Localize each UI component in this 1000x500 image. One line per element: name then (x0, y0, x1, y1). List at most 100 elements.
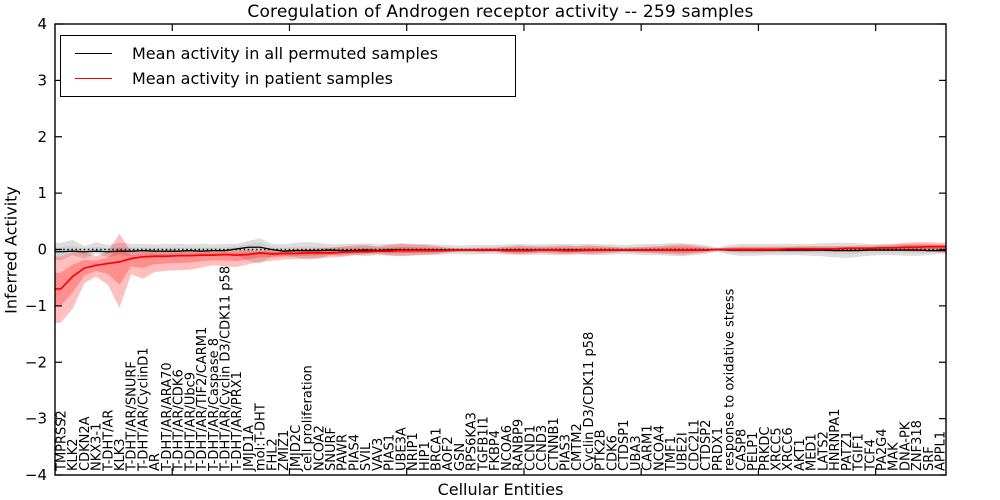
x-tick-label: CDK6 (605, 435, 620, 471)
x-tick-label: LATS2 (816, 431, 831, 471)
x-tick-label: T-DHT/AR/Caspase 8 (207, 338, 222, 472)
x-tick-label: response to oxidative stress (723, 288, 738, 471)
x-axis-label: Cellular Entities (437, 480, 564, 499)
x-tick-label: NCOA4 (652, 425, 667, 471)
y-tick-label: 0 (37, 241, 47, 259)
y-tick-label: 1 (37, 184, 47, 202)
patient-mean-line (55, 245, 946, 290)
x-tick-label: JMJD1A (242, 425, 257, 472)
x-tick-label: RANBP9 (512, 419, 527, 471)
x-tick-label: TCF4 (863, 439, 878, 472)
x-tick-label: PTK2B (594, 430, 609, 472)
x-tick-label: UBA3 (629, 435, 644, 471)
x-tick-label: TGIF1 (852, 433, 867, 472)
x-tick-label: UBE3A (394, 427, 409, 471)
x-tick-label: TGFB1I1 (476, 416, 491, 472)
x-tick-label: T-DHT/AR/Cyclin D3/CDK11 p58 (218, 266, 233, 472)
x-tick-label: PATZ1 (840, 431, 855, 471)
x-tick-label: cell proliferation (301, 365, 316, 471)
x-tick-label: MED1 (805, 433, 820, 471)
legend-label-patient: Mean activity in patient samples (132, 69, 393, 88)
legend-line-sample-black (75, 53, 112, 54)
x-tick-label: UBE2I (676, 432, 691, 471)
y-tick-label: −1 (25, 297, 47, 315)
x-tick-label: NCOA6 (500, 425, 515, 471)
legend-entry-permuted: Mean activity in all permuted samples (75, 44, 505, 63)
x-tick-label: T-DHT/AR/ARA70 (160, 362, 175, 472)
x-tick-label: PRKDC (758, 427, 773, 471)
permuted-band-inner (55, 242, 946, 256)
x-tick-label: PAWR (336, 434, 351, 471)
x-tick-label: TMF1 (664, 436, 679, 472)
x-tick-label: CARM1 (641, 425, 656, 472)
x-tick-label: T-DHT/AR/CyclinD1 (136, 347, 151, 472)
x-tick-label: GSN (453, 443, 468, 471)
x-tick-label: SNURF (324, 427, 339, 471)
x-tick-label: RPS6KA3 (465, 412, 480, 471)
x-tick-label: SRF (922, 446, 937, 471)
x-tick-label: APPL1 (934, 431, 949, 471)
x-tick-label: NCOA2 (312, 425, 327, 471)
y-tick-label: 2 (37, 128, 47, 146)
x-tick-label: CMTM2 (570, 423, 585, 471)
x-tick-label: PRDX1 (711, 427, 726, 471)
x-tick-label: AOF2 (441, 436, 456, 471)
legend-line-sample-red (75, 78, 112, 79)
x-tick-label: AR (148, 453, 163, 471)
y-tick-label: −4 (25, 466, 47, 484)
x-tick-label: CDC2L1 (687, 419, 702, 471)
x-tick-label: NKX3-1 (90, 423, 105, 471)
plot-border (54, 23, 947, 476)
x-tick-label: KLK2 (66, 438, 81, 471)
x-tick-label: T-DHT/AR/Ubc9 (183, 372, 198, 472)
x-tick-label: PIAS3 (558, 434, 573, 471)
x-tick-label: T-DHT/AR/PRX1 (230, 371, 245, 472)
x-tick-label: JMJD2C (289, 425, 304, 472)
y-tick-label: 3 (37, 71, 47, 89)
x-tick-label: XRCC5 (770, 427, 785, 471)
x-tick-label: CTNNB1 (547, 417, 562, 471)
x-tick-label: T-DHT/AR/TIF2/CARM1 (195, 327, 210, 472)
legend-label-permuted: Mean activity in all permuted samples (132, 44, 439, 63)
x-tick-label: CDKN2A (78, 416, 93, 471)
x-tick-label: HIP1 (418, 441, 433, 471)
x-tick-label: Cyclin D3/CDK11 p58 (582, 332, 597, 471)
x-tick-label: MAK (887, 442, 902, 471)
x-tick-label: XRCC6 (781, 427, 796, 471)
x-tick-label: PELP1 (746, 432, 761, 471)
x-tick-label: FKBP4 (488, 430, 503, 471)
y-axis-label: Inferred Activity (1, 186, 21, 314)
x-tick-label: DNA-PK (898, 421, 913, 471)
chart-title: Coregulation of Androgen receptor activi… (247, 2, 754, 22)
x-tick-label: ZNF318 (910, 420, 925, 471)
x-tick-label: TMPRSS2 (54, 410, 69, 472)
x-tick-label: CTDSP2 (699, 420, 714, 471)
x-tick-label: CTDSP1 (617, 420, 632, 471)
x-tick-label: BRCA1 (430, 427, 445, 471)
x-tick-label: PIAS1 (383, 434, 398, 471)
x-tick-label: VAV3 (371, 438, 386, 471)
x-tick-label: ZMIZ1 (277, 430, 292, 471)
x-tick-label: T-DHT/AR/SNURF (125, 361, 140, 472)
y-tick-label: −2 (25, 353, 47, 371)
x-tick-label: CCND1 (523, 425, 538, 471)
legend-entry-patient: Mean activity in patient samples (75, 69, 505, 88)
x-tick-label: CCND3 (535, 425, 550, 471)
x-tick-label: T-DHT/AR (101, 410, 116, 472)
y-tick-label: −3 (25, 410, 47, 428)
x-tick-label: HNRNPA1 (828, 409, 843, 471)
y-tick-label: 4 (37, 15, 47, 33)
patient-band (55, 233, 946, 323)
legend: Mean activity in all permuted samples Me… (60, 35, 516, 97)
x-tick-label: SVIL (359, 442, 374, 471)
x-tick-label: PIAS4 (347, 434, 362, 471)
x-tick-label: PA2G4 (875, 428, 890, 471)
x-tick-label: mol:T-DHT (254, 403, 269, 471)
x-tick-label: KLK3 (113, 438, 128, 471)
x-tick-label: CASP8 (734, 429, 749, 471)
x-tick-label: NRIP1 (406, 432, 421, 471)
x-tick-label: AKT1 (793, 438, 808, 471)
x-tick-label: T-DHT/AR/CDK6 (172, 369, 187, 472)
